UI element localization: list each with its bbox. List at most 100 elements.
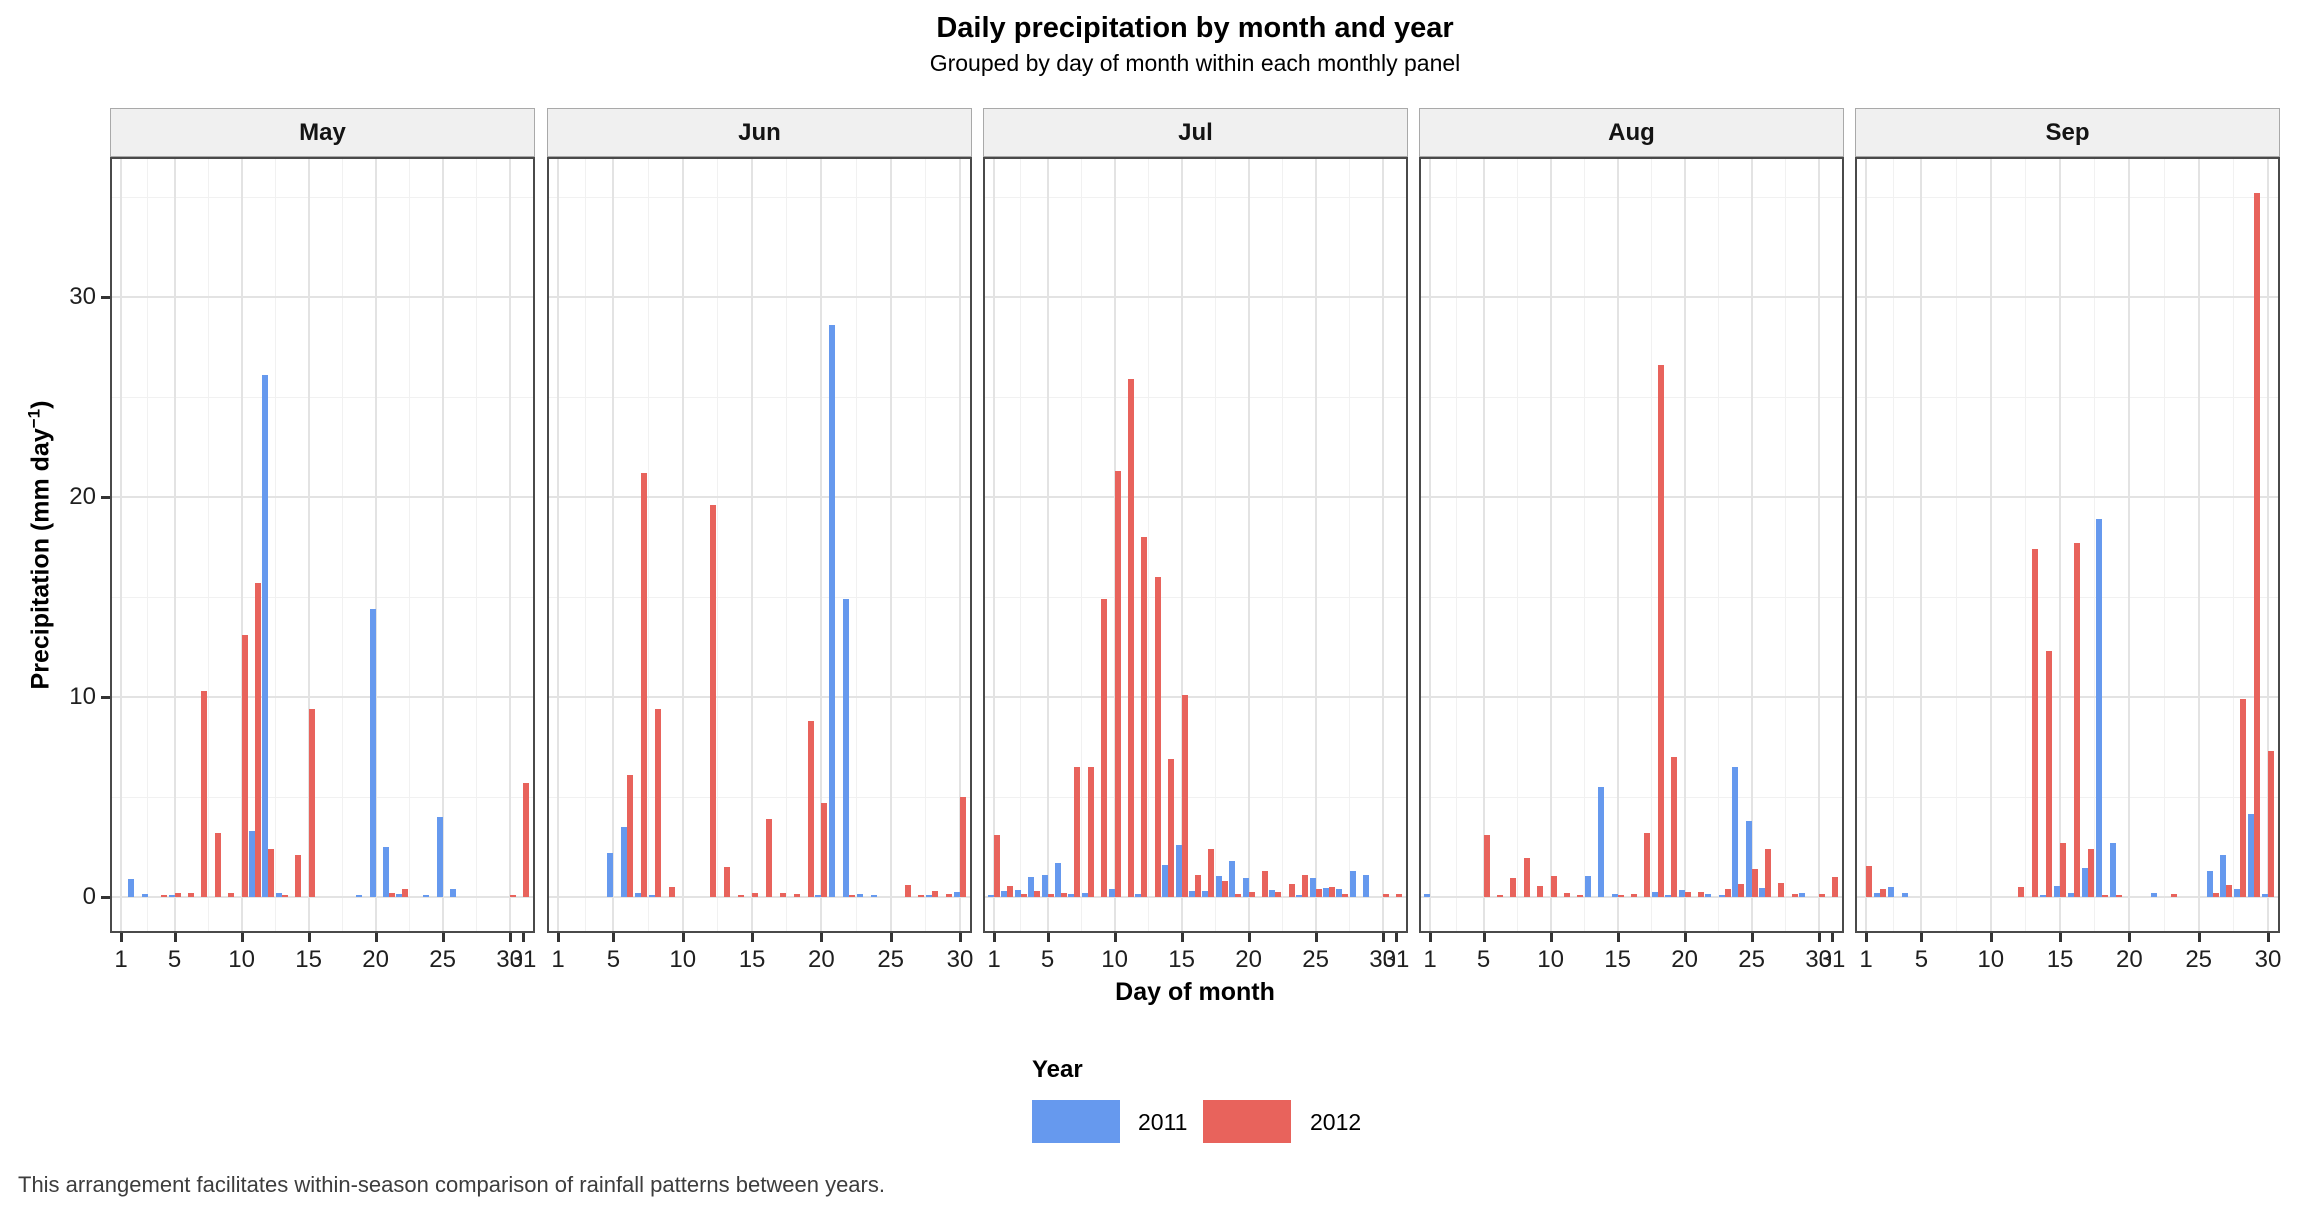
bar-aug-23-2011 [1718, 895, 1725, 897]
bar-sep-1-2012 [1866, 866, 1872, 897]
legend-label-2012: 2012 [1310, 1109, 1362, 1135]
bar-may-25-2011 [436, 817, 443, 897]
bar-jun-15-2012 [752, 893, 759, 897]
grid-major-v [1549, 157, 1552, 933]
chart-caption: This arrangement facilitates within-seas… [18, 1172, 885, 1197]
grid-major-v [374, 157, 377, 933]
grid-major-v [2267, 157, 2269, 933]
bar-sep-26-2012 [2212, 893, 2219, 897]
grid-major-h [983, 496, 1408, 498]
grid-major-v [1247, 157, 1250, 933]
bar-sep-18-2012 [2101, 895, 2108, 897]
bar-jun-9-2012 [668, 887, 675, 897]
bar-jul-15-2011 [1175, 845, 1182, 897]
grid-minor-v [1020, 157, 1022, 933]
x-tick-label: 25 [429, 946, 456, 973]
bar-jul-25-2012 [1315, 889, 1322, 897]
grid-major-v [1314, 157, 1317, 933]
bar-jul-12-2012 [1141, 537, 1148, 897]
bar-jun-7-2012 [641, 473, 648, 897]
bar-aug-8-2012 [1523, 858, 1530, 897]
grid-major-v [751, 157, 754, 933]
x-tick-mark [441, 933, 445, 942]
bar-jul-17-2012 [1208, 849, 1215, 897]
panel-may: May 1 5 10 15 20 25 30 31 [110, 108, 536, 988]
bar-jul-5-2011 [1041, 875, 1048, 897]
panel-strip-label-aug: Aug [1608, 118, 1655, 146]
x-tick-label: 10 [1537, 946, 1564, 973]
bar-jul-7-2012 [1074, 767, 1081, 897]
bar-sep-30-2012 [2268, 751, 2274, 897]
bar-jul-17-2011 [1202, 891, 1209, 897]
bar-may-3-2011 [141, 894, 148, 897]
x-tick-label: 30 [496, 946, 523, 973]
bar-jul-25-2011 [1309, 878, 1316, 897]
x-tick-mark [1831, 933, 1834, 942]
panel-strip-label-jul: Jul [1178, 118, 1213, 146]
grid-minor-h [110, 397, 535, 398]
x-tick-label: 10 [669, 946, 697, 973]
grid-minor-v [2094, 157, 2096, 933]
bar-sep-26-2011 [2206, 871, 2213, 897]
bar-jun-20-2012 [821, 803, 828, 897]
bar-aug-18-2011 [1651, 892, 1658, 897]
x-tick-mark [173, 933, 177, 942]
grid-major-h [1419, 896, 1844, 898]
grid-major-v [1920, 157, 1923, 933]
grid-major-h [1855, 296, 2280, 298]
bar-jul-31-2012 [1396, 894, 1402, 897]
bar-aug-5-2012 [1483, 835, 1490, 897]
bar-jun-28-2011 [926, 895, 933, 897]
panel-strip-may: May [110, 108, 535, 157]
grid-minor-h [547, 397, 972, 398]
bar-jun-6-2012 [627, 775, 634, 897]
x-tick-mark [1395, 933, 1398, 942]
x-tick-mark [1817, 933, 1821, 942]
bar-aug-15-2011 [1611, 894, 1618, 897]
grid-major-h [1855, 696, 2280, 698]
grid-minor-v [2232, 157, 2234, 933]
bar-jul-16-2012 [1195, 875, 1201, 897]
x-tick-mark [1247, 933, 1251, 942]
grid-major-v [1482, 157, 1485, 933]
bar-sep-17-2011 [2081, 868, 2088, 897]
y-axis-title: Precipitation (mm day−1) [24, 401, 55, 690]
bar-jul-16-2011 [1189, 891, 1195, 897]
bar-aug-25-2012 [1751, 869, 1758, 897]
bar-aug-15-2012 [1617, 895, 1624, 897]
grid-major-v [307, 157, 310, 933]
grid-minor-v [924, 157, 926, 933]
bar-jul-20-2012 [1248, 892, 1255, 897]
bar-may-22-2012 [402, 889, 409, 897]
grid-major-v [557, 157, 559, 933]
bar-jul-27-2012 [1342, 894, 1349, 897]
bar-jul-22-2012 [1275, 892, 1282, 897]
bar-jul-27-2011 [1336, 889, 1343, 897]
grid-minor-h [547, 797, 972, 798]
grid-minor-h [1419, 397, 1844, 398]
bar-aug-23-2012 [1724, 889, 1731, 897]
x-tick-mark [1750, 933, 1754, 942]
bar-may-22-2011 [396, 894, 403, 897]
x-tick-mark [1616, 933, 1620, 942]
bar-aug-31-2012 [1832, 877, 1838, 897]
bar-jul-12-2011 [1135, 894, 1142, 897]
x-tick-label: 15 [2046, 946, 2074, 973]
bar-may-10-2012 [241, 635, 248, 897]
bar-jul-20-2011 [1242, 878, 1249, 897]
grid-major-v [1865, 157, 1867, 933]
grid-minor-v [716, 157, 718, 933]
bar-aug-1-2011 [1424, 894, 1430, 897]
grid-minor-h [1855, 597, 2280, 598]
x-tick-label: 5 [1914, 946, 1929, 973]
bar-jun-26-2012 [904, 885, 911, 897]
bar-jul-3-2012 [1020, 894, 1027, 897]
x-tick-mark [1381, 933, 1385, 942]
bar-sep-19-2012 [2115, 895, 2122, 897]
grid-major-v [1180, 157, 1183, 933]
x-tick-mark [120, 933, 123, 942]
bar-jul-29-2011 [1363, 875, 1370, 897]
x-tick-mark [993, 933, 996, 942]
bar-jul-14-2012 [1168, 759, 1175, 897]
grid-minor-v [1456, 157, 1458, 933]
